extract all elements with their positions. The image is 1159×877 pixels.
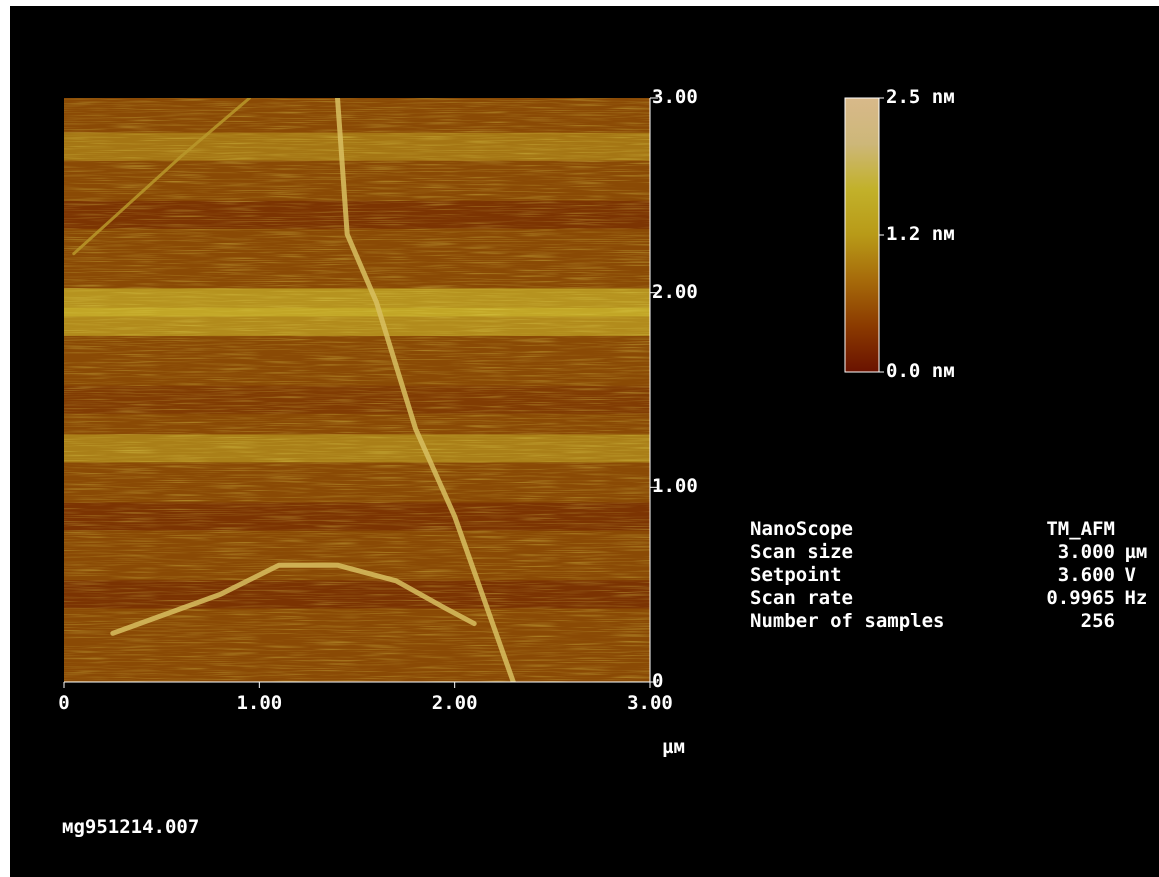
faint-diagonal bbox=[72, 98, 252, 256]
y-tick-label: 3.00 bbox=[652, 86, 698, 108]
y-tick-label: 0 bbox=[652, 670, 664, 692]
info-key: Number of samples bbox=[750, 610, 945, 632]
info-key: Setpoint bbox=[750, 564, 842, 586]
axes bbox=[63, 97, 884, 688]
color-bar bbox=[844, 97, 880, 373]
height-image bbox=[64, 98, 650, 682]
info-unit: V bbox=[1113, 564, 1136, 586]
y-tick-label: 2.00 bbox=[652, 280, 698, 303]
info-row: Setpoint 3.600 V bbox=[750, 564, 1159, 587]
step-line bbox=[335, 98, 516, 682]
info-value: 0.9965 bbox=[1046, 587, 1115, 609]
info-row: Scan size 3.000 µм bbox=[750, 541, 1159, 564]
image-specks bbox=[64, 98, 650, 682]
filename-label: мg951214.007 bbox=[62, 816, 200, 838]
colorbar-label: 1.2 nм bbox=[886, 223, 955, 245]
info-unit: Hz bbox=[1113, 587, 1148, 609]
info-row: Number of samples 256 bbox=[750, 610, 1159, 633]
info-value: 3.000 bbox=[1057, 541, 1115, 563]
afm-figure bbox=[63, 97, 884, 688]
colorbar-label: 2.5 nм bbox=[886, 86, 955, 108]
x-tick-label: 3.00 bbox=[627, 692, 673, 714]
x-tick-label: 0 bbox=[58, 692, 70, 714]
ridge-curve bbox=[110, 562, 477, 636]
info-key: Scan size bbox=[750, 541, 853, 563]
colorbar-label: 0.0 nм bbox=[886, 360, 955, 382]
scan-parameters: NanoScope TM_AFM Scan size 3.000 µм Setpoint… bbox=[750, 518, 1159, 633]
info-key: NanoScope bbox=[750, 518, 853, 540]
y-tick-label: 1.00 bbox=[652, 475, 698, 498]
info-value: TM_AFM bbox=[1046, 518, 1115, 540]
x-axis-unit-label: µм bbox=[662, 736, 685, 758]
x-tick-label: 2.00 bbox=[431, 692, 478, 714]
info-value: 256 bbox=[1080, 610, 1115, 632]
info-row: NanoScope TM_AFM bbox=[750, 518, 1159, 541]
info-value: 3.600 bbox=[1057, 564, 1115, 586]
info-unit: µм bbox=[1113, 541, 1148, 563]
afm-screen: 0 1.00 2.00 3.00 0 1.00 2.00 3.00 2.5 nм 1.2 nм 0.… bbox=[10, 6, 1159, 877]
info-row: Scan rate 0.9965 Hz bbox=[750, 587, 1159, 610]
info-key: Scan rate bbox=[750, 587, 853, 609]
x-tick-label: 1.00 bbox=[236, 692, 283, 714]
